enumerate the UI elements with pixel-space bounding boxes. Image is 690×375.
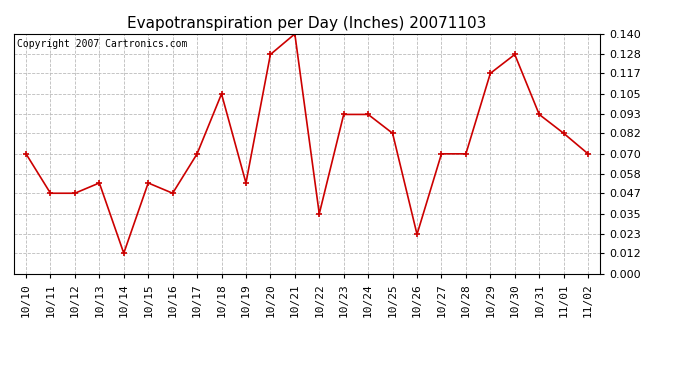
Title: Evapotranspiration per Day (Inches) 20071103: Evapotranspiration per Day (Inches) 2007… [128, 16, 486, 31]
Text: Copyright 2007 Cartronics.com: Copyright 2007 Cartronics.com [17, 39, 187, 48]
